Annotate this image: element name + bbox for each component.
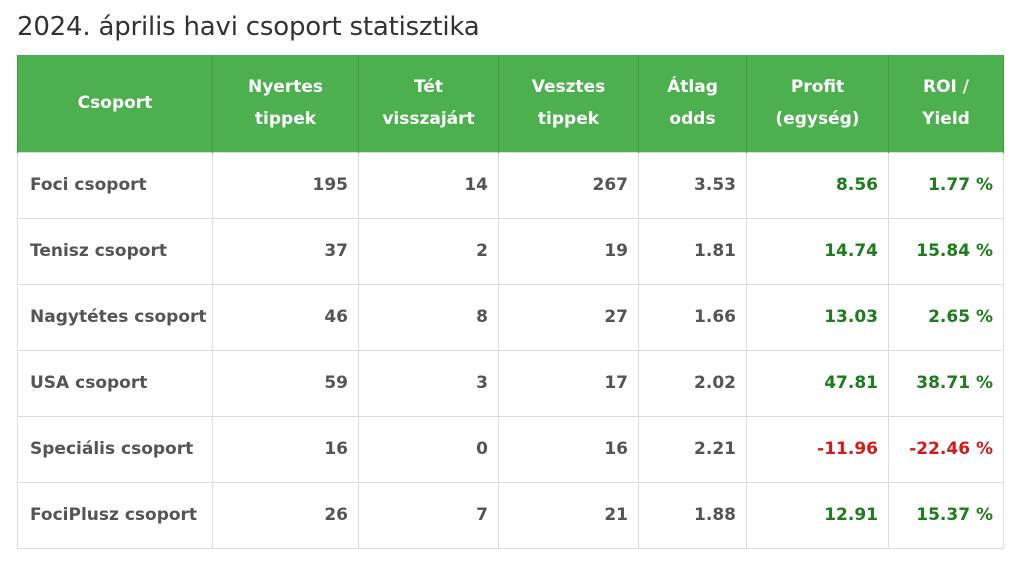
cell-won-tips: 37 xyxy=(212,217,359,285)
cell-roi-yield: 38.71 % xyxy=(888,349,1004,417)
cell-stake-returned: 2 xyxy=(358,217,499,285)
cell-group: USA csoport xyxy=(17,349,213,417)
cell-profit: 13.03 xyxy=(746,283,889,351)
cell-lost-tips: 19 xyxy=(498,217,639,285)
cell-roi-yield: 1.77 % xyxy=(888,151,1004,219)
cell-group: Nagytétes csoport xyxy=(17,283,213,351)
cell-lost-tips: 21 xyxy=(498,481,639,549)
cell-profit: 14.74 xyxy=(746,217,889,285)
cell-average-odds: 2.21 xyxy=(638,415,747,483)
cell-roi-yield: -22.46 % xyxy=(888,415,1004,483)
header-won-tips: Nyertes tippek xyxy=(212,55,359,152)
header-profit: Profit (egység) xyxy=(746,55,889,152)
cell-roi-yield: 2.65 % xyxy=(888,283,1004,351)
group-statistics-table: Csoport Nyertes tippek Tét visszajárt Ve… xyxy=(17,55,1004,549)
table-row: Foci csoport 195 14 267 3.53 8.56 1.77 % xyxy=(17,151,1004,219)
cell-group: Tenisz csoport xyxy=(17,217,213,285)
cell-average-odds: 1.81 xyxy=(638,217,747,285)
cell-stake-returned: 7 xyxy=(358,481,499,549)
cell-won-tips: 195 xyxy=(212,151,359,219)
cell-profit: -11.96 xyxy=(746,415,889,483)
cell-group: Speciális csoport xyxy=(17,415,213,483)
cell-average-odds: 1.88 xyxy=(638,481,747,549)
page-title: 2024. április havi csoport statisztika xyxy=(17,12,480,42)
cell-average-odds: 1.66 xyxy=(638,283,747,351)
cell-won-tips: 26 xyxy=(212,481,359,549)
header-stake-returned: Tét visszajárt xyxy=(358,55,499,152)
cell-profit: 8.56 xyxy=(746,151,889,219)
cell-profit: 47.81 xyxy=(746,349,889,417)
cell-stake-returned: 14 xyxy=(358,151,499,219)
header-lost-tips: Vesztes tippek xyxy=(498,55,639,152)
cell-lost-tips: 267 xyxy=(498,151,639,219)
table-row: FociPlusz csoport 26 7 21 1.88 12.91 15.37 % xyxy=(17,481,1004,549)
cell-lost-tips: 17 xyxy=(498,349,639,417)
cell-won-tips: 59 xyxy=(212,349,359,417)
cell-won-tips: 16 xyxy=(212,415,359,483)
table-header-row: Csoport Nyertes tippek Tét visszajárt Ve… xyxy=(17,55,1004,152)
header-average-odds: Átlag odds xyxy=(638,55,747,152)
cell-stake-returned: 0 xyxy=(358,415,499,483)
cell-stake-returned: 8 xyxy=(358,283,499,351)
table-row: Speciális csoport 16 0 16 2.21 -11.96 -22.46 % xyxy=(17,415,1004,483)
header-group: Csoport xyxy=(17,55,213,152)
cell-group: Foci csoport xyxy=(17,151,213,219)
cell-average-odds: 3.53 xyxy=(638,151,747,219)
cell-roi-yield: 15.84 % xyxy=(888,217,1004,285)
table-row: USA csoport 59 3 17 2.02 47.81 38.71 % xyxy=(17,349,1004,417)
cell-group: FociPlusz csoport xyxy=(17,481,213,549)
cell-lost-tips: 27 xyxy=(498,283,639,351)
cell-stake-returned: 3 xyxy=(358,349,499,417)
cell-lost-tips: 16 xyxy=(498,415,639,483)
header-roi-yield: ROI / Yield xyxy=(888,55,1004,152)
cell-profit: 12.91 xyxy=(746,481,889,549)
table-row: Tenisz csoport 37 2 19 1.81 14.74 15.84 % xyxy=(17,217,1004,285)
table-row: Nagytétes csoport 46 8 27 1.66 13.03 2.65 % xyxy=(17,283,1004,351)
cell-average-odds: 2.02 xyxy=(638,349,747,417)
cell-roi-yield: 15.37 % xyxy=(888,481,1004,549)
cell-won-tips: 46 xyxy=(212,283,359,351)
